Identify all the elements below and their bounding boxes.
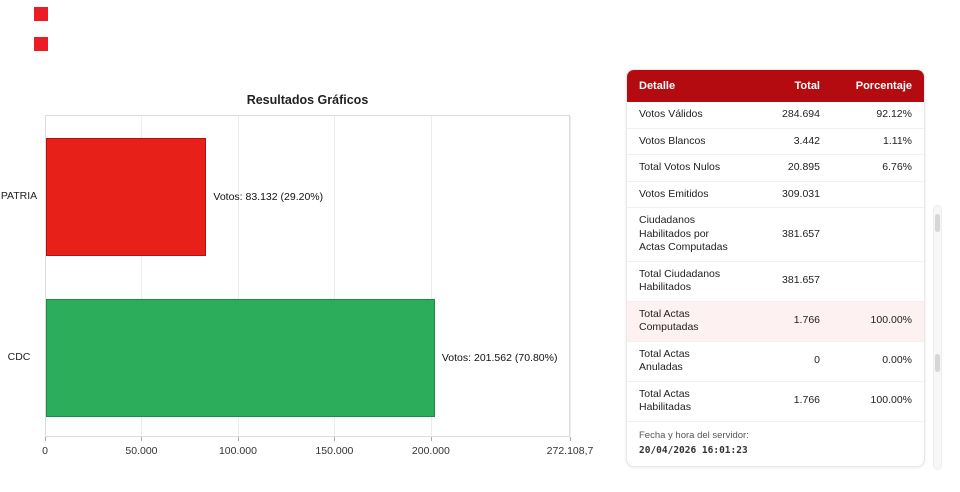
cell-detalle: Total Actas Anuladas — [639, 347, 690, 374]
table-body: Votos Válidos 284.694 92.12% Votos Blancos 3… — [627, 102, 924, 422]
cell-detalle: Total Ciudadanos Habilitados — [639, 267, 721, 294]
server-datetime-footer: Fecha y hora del servidor: 20/04/2026 16… — [627, 422, 924, 466]
results-table-card: Detalle Total Porcentaje Votos Válidos 28… — [626, 69, 925, 467]
cell-total: 1.766 — [793, 394, 820, 407]
scrollbar[interactable] — [933, 205, 942, 470]
cell-detalle: Ciudadanos Habilitados por Actas Computa… — [639, 214, 728, 253]
cell-porcentaje: 100.00% — [870, 314, 912, 327]
cell-total: 0 — [814, 354, 820, 367]
cell-total: 309.031 — [782, 187, 820, 200]
scrollbar-thumb[interactable] — [935, 214, 940, 232]
table-header-detalle: Detalle — [639, 80, 676, 92]
gridline — [237, 116, 239, 436]
y-axis-label-patria: PATRIA — [0, 189, 38, 202]
cell-detalle: Total Actas Habilitadas — [639, 387, 691, 414]
table-row: Total Ciudadanos Habilitados 381.657 — [627, 261, 924, 302]
bar-cdc — [46, 298, 435, 417]
x-tick-mark — [237, 437, 239, 441]
cell-total: 1.766 — [793, 314, 820, 327]
x-tick-label: 150.000 — [315, 445, 354, 457]
y-axis-label-cdc: CDC — [7, 350, 31, 363]
gridline — [334, 116, 336, 436]
cell-detalle: Votos Blancos — [639, 134, 706, 147]
decor-square-2 — [34, 37, 48, 51]
table-row: Total Votos Nulos 20.895 6.76% — [627, 155, 924, 182]
server-datetime-value: 20/04/2026 16:01:23 — [639, 444, 748, 456]
gridline — [430, 116, 432, 436]
x-tick-label: 272.108,7 — [546, 445, 594, 457]
cell-detalle: Votos Válidos — [639, 108, 703, 120]
decor-square-1 — [34, 7, 48, 21]
chart-plot-area: Votos: 83.132 (29.20%) Votos: 201.562 (70… — [45, 115, 571, 437]
bar-value-label: Votos: 83.132 (29.20%) — [213, 190, 324, 203]
bar-value-label: Votos: 201.562 (70.80%) — [441, 351, 558, 364]
cell-detalle: Votos Emitidos — [639, 187, 709, 200]
cell-total: 381.657 — [782, 227, 820, 240]
cell-total: 3.442 — [793, 134, 820, 147]
table-row: Ciudadanos Habilitados por Actas Computa… — [627, 208, 924, 262]
cell-total: 20.895 — [787, 161, 820, 173]
table-row: Total Actas Anuladas 0 0.00% — [627, 341, 924, 382]
cell-porcentaje: 1.11% — [883, 134, 912, 147]
cell-porcentaje: 92.12% — [876, 108, 912, 120]
table-row: Votos Emitidos 309.031 — [627, 181, 924, 208]
scrollbar-thumb[interactable] — [935, 354, 940, 372]
cell-detalle: Total Actas Computadas — [639, 307, 699, 334]
table-header-porcentaje: Porcentaje — [855, 80, 912, 92]
table-row: Total Actas Computadas 1.766 100.00% — [627, 301, 924, 342]
table-header-row: Detalle Total Porcentaje — [627, 70, 924, 102]
table-row: Votos Válidos 284.694 92.12% — [627, 102, 924, 129]
x-tick-label: 0 — [42, 445, 48, 457]
cell-detalle: Total Votos Nulos — [639, 161, 721, 173]
cell-porcentaje: 0.00% — [882, 354, 912, 367]
bar-patria — [46, 137, 207, 256]
table-row: Total Actas Habilitadas 1.766 100.00% — [627, 381, 924, 422]
cell-porcentaje: 100.00% — [870, 394, 912, 407]
x-tick-label: 100.000 — [218, 445, 257, 457]
table-row: Votos Blancos 3.442 1.11% — [627, 128, 924, 155]
x-tick-label: 200.000 — [411, 445, 450, 457]
cell-total: 284.694 — [782, 108, 820, 120]
gridline — [141, 116, 143, 436]
x-tick-mark — [45, 437, 46, 441]
server-datetime-label: Fecha y hora del servidor: — [639, 429, 749, 441]
x-tick-mark — [141, 437, 143, 441]
chart-title: Resultados Gráficos — [246, 93, 369, 107]
cell-total: 381.657 — [782, 274, 820, 287]
x-tick-mark — [570, 437, 571, 441]
cell-porcentaje: 6.76% — [882, 161, 912, 173]
gridline — [570, 116, 571, 436]
x-tick-mark — [334, 437, 336, 441]
x-tick-label: 50.000 — [125, 445, 158, 457]
x-tick-mark — [430, 437, 432, 441]
table-header-total: Total — [794, 80, 820, 92]
results-chart: Resultados Gráficos Votos: 83.132 (29.20… — [0, 93, 594, 457]
